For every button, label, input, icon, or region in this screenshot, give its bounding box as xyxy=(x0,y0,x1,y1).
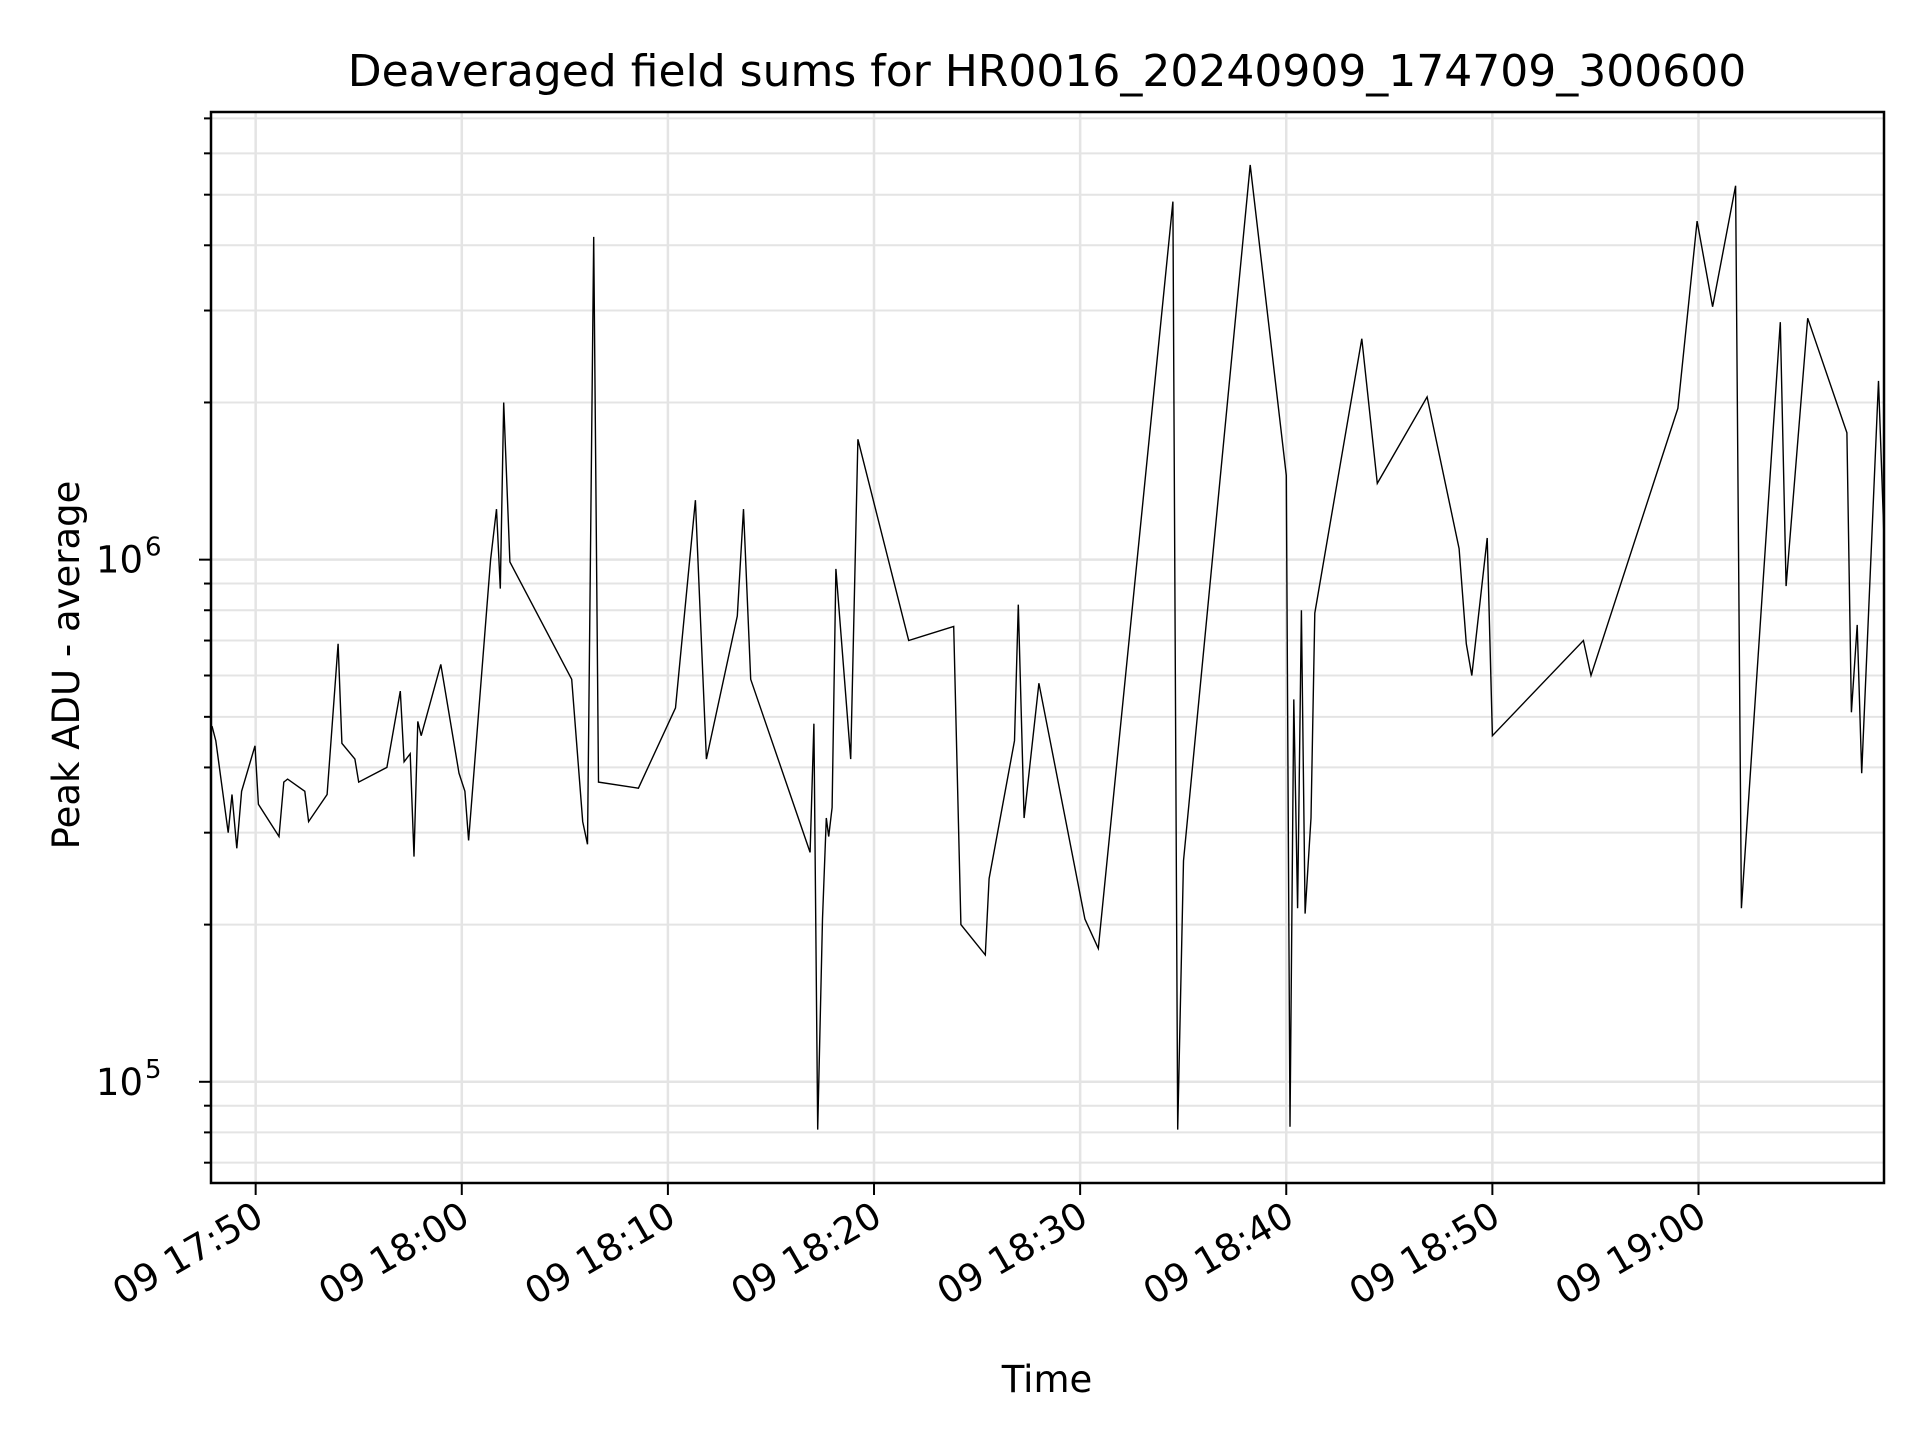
y-axis-label: Peak ADU - average xyxy=(45,481,88,850)
grid xyxy=(211,112,1884,1183)
plot-frame xyxy=(209,110,1886,1185)
series-lines xyxy=(211,164,1885,1130)
series-line xyxy=(211,164,1885,1130)
y-tick-exponent: 5 xyxy=(145,1055,162,1085)
y-tick-exponent: 6 xyxy=(145,533,162,563)
y-tick-label: 10 xyxy=(96,539,143,582)
y-tick-label: 10 xyxy=(96,1061,143,1104)
x-axis-label: Time xyxy=(1001,1358,1093,1401)
chart-title: Deaveraged field sums for HR0016_2024090… xyxy=(348,46,1747,97)
